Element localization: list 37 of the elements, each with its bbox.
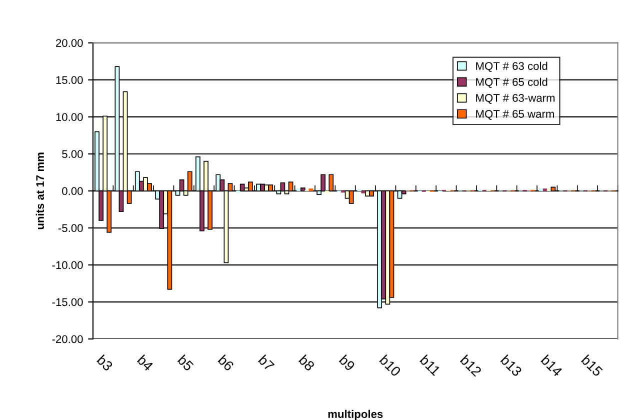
bar bbox=[280, 182, 286, 192]
legend-label: MQT # 63-warm bbox=[476, 94, 555, 104]
bar bbox=[538, 188, 544, 192]
y-tick-label: 20.00 bbox=[56, 39, 83, 47]
y-tick-label: 0.00 bbox=[62, 187, 83, 196]
y-tick-label: -20.00 bbox=[52, 335, 83, 344]
bar bbox=[240, 184, 245, 192]
y-tick-label: -5.00 bbox=[58, 224, 83, 232]
legend-label: MQT # 63 cold bbox=[476, 62, 548, 72]
x-tick-label: b8 bbox=[298, 354, 316, 372]
bar bbox=[179, 179, 184, 192]
x-tick-label: b15 bbox=[580, 354, 604, 377]
bar bbox=[324, 190, 330, 194]
y-tick-label: 10.00 bbox=[56, 113, 83, 121]
bar bbox=[143, 177, 148, 192]
legend-label: MQT # 65 cold bbox=[476, 78, 548, 88]
x-tick-label: b4 bbox=[136, 354, 154, 372]
bar bbox=[320, 174, 326, 192]
x-tick-label: b11 bbox=[419, 354, 442, 376]
y-axis-title: units at 17 mm bbox=[36, 152, 44, 230]
y-tick-label: 15.00 bbox=[56, 76, 83, 84]
legend-label: MQT # 65 warm bbox=[476, 110, 554, 120]
x-tick-label: b12 bbox=[460, 354, 482, 377]
x-tick-label: b14 bbox=[540, 354, 564, 378]
x-tick-label: b6 bbox=[218, 354, 235, 372]
y-tick-label: -10.00 bbox=[52, 261, 83, 270]
x-tick-label: b10 bbox=[379, 354, 402, 377]
x-axis-title: multipoles bbox=[328, 410, 383, 420]
x-tick-label: b9 bbox=[338, 354, 356, 372]
x-tick-label: b13 bbox=[500, 354, 523, 377]
bar bbox=[361, 190, 366, 194]
x-tick-label: b3 bbox=[96, 354, 114, 372]
x-tick-label: b5 bbox=[177, 354, 194, 372]
y-tick-label: 5.00 bbox=[62, 150, 83, 158]
bar bbox=[308, 188, 314, 192]
x-tick-label: b7 bbox=[258, 354, 275, 372]
y-tick-label: -15.00 bbox=[52, 298, 83, 306]
